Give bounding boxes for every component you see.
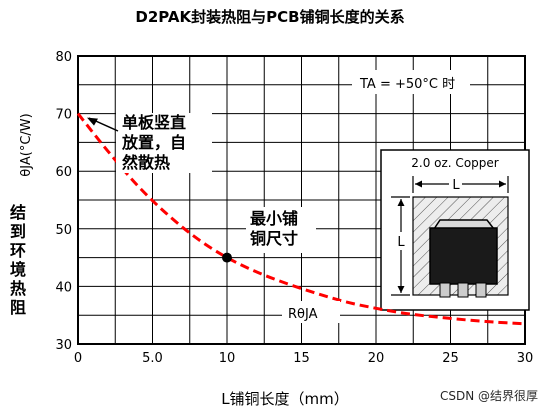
dim-v-arrow-top	[397, 199, 405, 206]
d2pak-body	[429, 227, 498, 285]
x-tick-label: 0	[74, 351, 82, 366]
dim-h-arrow-left	[415, 180, 422, 188]
dim-h-arrow-right	[499, 180, 506, 188]
condition-text: TA = +50°C 时	[359, 77, 455, 92]
start-arrow-head	[87, 117, 98, 126]
x-tick-label: 20	[368, 351, 385, 366]
curve-label-bg	[282, 301, 340, 323]
d2pak-lead-1	[439, 282, 451, 298]
curve-label: RθJA	[282, 301, 340, 323]
y-tick-label: 50	[55, 223, 72, 238]
min-note-line: 最小铺	[250, 209, 298, 228]
chart-title: D2PAK封装热阻与PCB铺铜长度的关系	[135, 8, 404, 26]
curve-label-text: RθJA	[288, 307, 318, 322]
y-axis-chinese-char: 热	[10, 279, 26, 298]
y-axis-chinese-char: 阻	[10, 298, 26, 317]
dim-v-label: L	[397, 235, 405, 250]
inset-title: 2.0 oz. Copper	[411, 156, 499, 170]
y-axis-symbol-label: θJA(°C/W)	[19, 113, 34, 176]
y-axis-chinese-char: 环	[10, 241, 26, 260]
y-tick-labels: 30 40 50 60 70 80	[55, 50, 72, 353]
condition-annotation: TA = +50°C 时	[352, 70, 470, 94]
min-note-line: 铜尺寸	[250, 229, 298, 248]
y-tick-label: 70	[55, 108, 72, 123]
copper-inset: 2.0 oz. Copper L L	[380, 149, 530, 311]
watermark: CSDN @结界很厚	[440, 389, 538, 403]
d2pak-lead-3	[475, 282, 487, 298]
start-note-line: 然散热	[122, 153, 170, 172]
start-note-line: 单板竖直	[122, 113, 186, 132]
dim-v-arrow-bottom	[397, 286, 405, 293]
condition-bg	[352, 70, 470, 94]
y-axis-chinese-char: 结	[9, 203, 26, 222]
x-tick-label: 25	[442, 351, 459, 366]
x-tick-label: 10	[219, 351, 236, 366]
y-axis-chinese-char: 境	[10, 260, 26, 279]
start-note-bg	[116, 113, 212, 173]
y-tick-label: 60	[55, 165, 72, 180]
d2pak-lead-2	[457, 282, 469, 298]
x-tick-label: 5.0	[142, 351, 163, 366]
dim-h-label: L	[452, 178, 460, 193]
y-tick-label: 80	[55, 50, 72, 65]
y-tick-label: 30	[55, 338, 72, 353]
x-axis-label: L铺铜长度（mm）	[221, 390, 349, 408]
x-tick-label: 30	[517, 351, 534, 366]
x-tick-labels: 0 5.0 10 15 20 25 30	[74, 351, 533, 366]
x-tick-label: 15	[293, 351, 310, 366]
series-line-rthja	[76, 112, 526, 326]
y-tick-label: 40	[55, 280, 72, 295]
min-point-marker	[222, 252, 232, 263]
min-note-bg	[246, 207, 316, 253]
start-note-line: 放置，自	[121, 133, 186, 152]
y-axis-chinese-char: 到	[10, 222, 26, 241]
